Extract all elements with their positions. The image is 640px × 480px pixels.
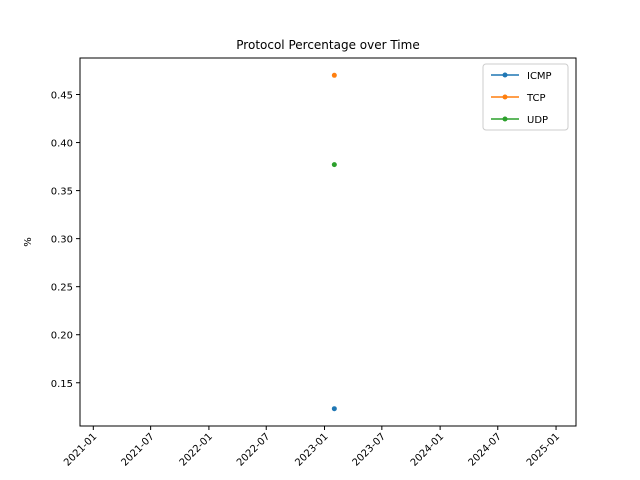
legend-item-udp: UDP — [491, 115, 548, 126]
chart-title: Protocol Percentage over Time — [236, 38, 419, 52]
y-tick-label: 0.20 — [51, 331, 73, 342]
series-tcp — [331, 72, 337, 78]
legend-item-icmp: ICMP — [491, 71, 552, 82]
y-tick-label: 0.40 — [51, 139, 73, 150]
data-point — [331, 406, 337, 412]
y-tick-label: 0.15 — [51, 379, 73, 390]
legend-marker — [502, 94, 508, 100]
y-axis-label: % — [23, 237, 34, 247]
data-point — [331, 72, 337, 78]
legend-label: ICMP — [527, 71, 552, 82]
legend-box — [482, 63, 569, 131]
y-tick-label: 0.35 — [51, 187, 73, 198]
data-point — [331, 162, 337, 168]
legend-marker — [502, 116, 508, 122]
legend-marker — [502, 72, 508, 78]
y-tick-label: 0.30 — [51, 235, 73, 246]
y-tick-label: 0.25 — [51, 283, 73, 294]
legend: ICMP TCP UDP — [482, 63, 569, 131]
axes-frame — [79, 57, 577, 427]
series-icmp — [331, 406, 337, 412]
y-tick-label: 0.45 — [51, 91, 73, 102]
legend-label: UDP — [527, 115, 548, 126]
series-udp — [331, 162, 337, 168]
legend-label: TCP — [526, 93, 546, 104]
legend-item-tcp: TCP — [491, 93, 546, 104]
